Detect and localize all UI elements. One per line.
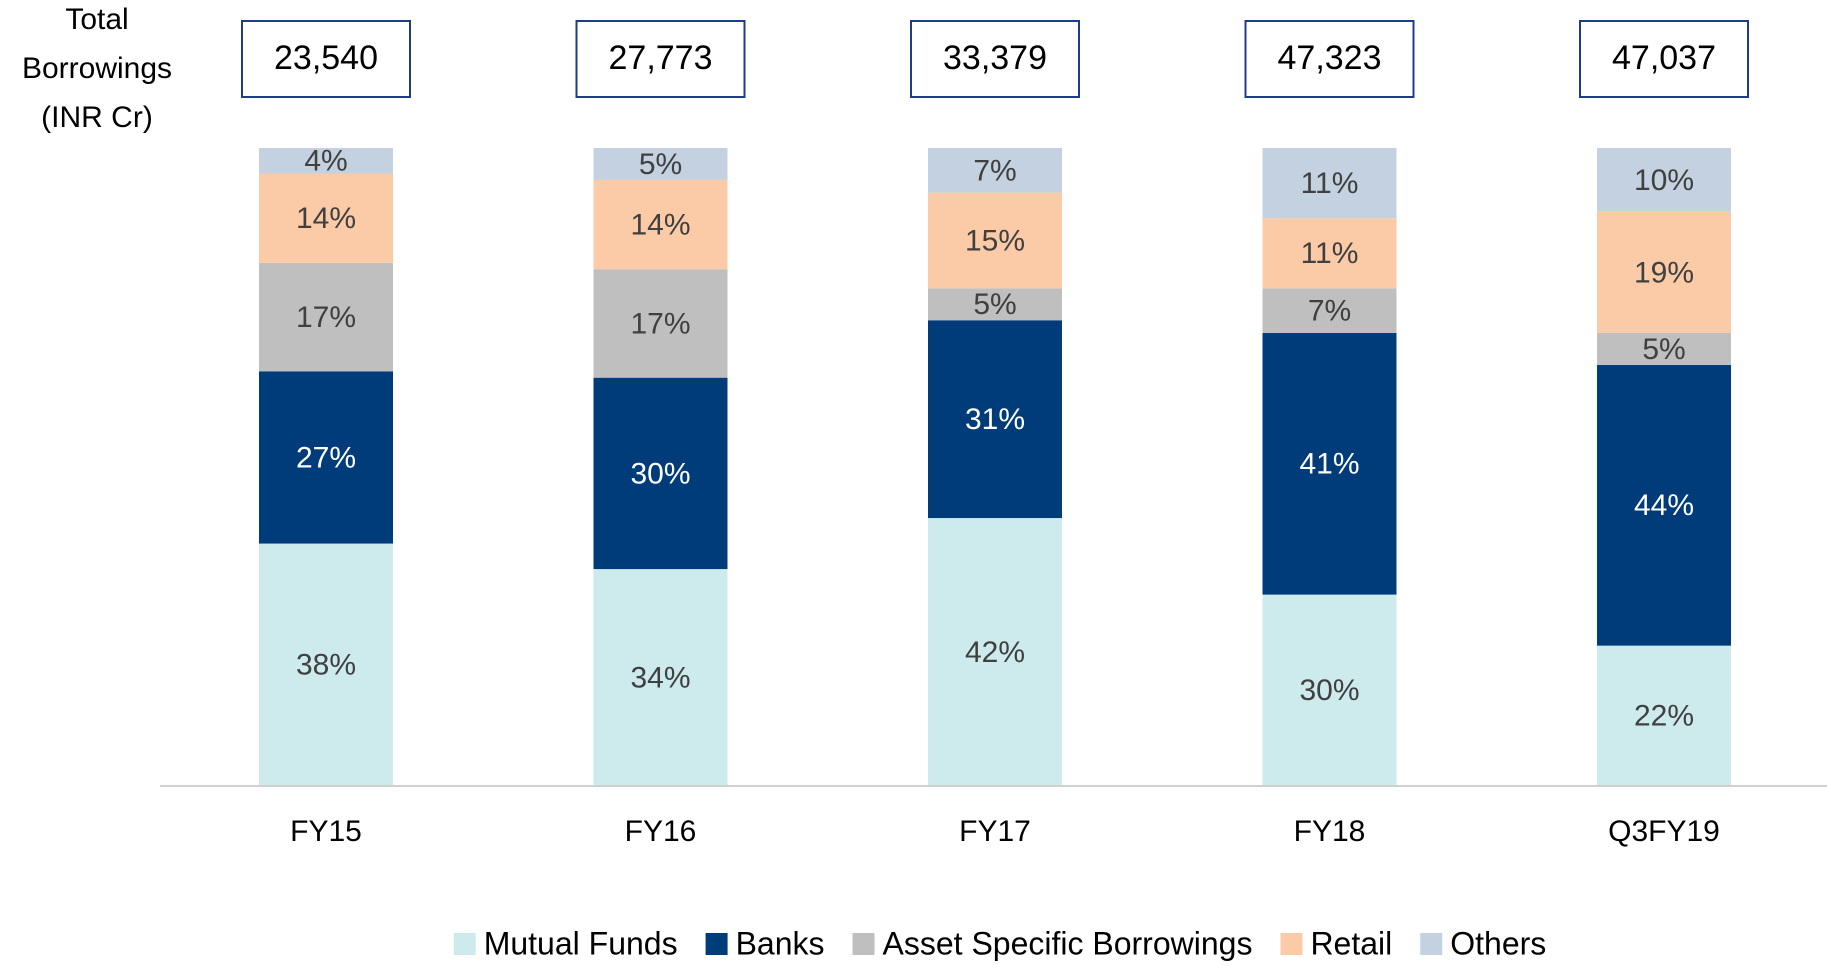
bar-segment	[259, 371, 393, 544]
data-label: 5%	[1642, 333, 1685, 366]
bar-segment	[259, 173, 393, 263]
data-label: 42%	[965, 636, 1025, 669]
data-label: 15%	[965, 224, 1025, 257]
x-tick-label: FY15	[290, 815, 362, 848]
bar-segment	[593, 179, 728, 270]
total-label: 47,323	[1278, 39, 1382, 77]
bar-segment	[1262, 218, 1397, 289]
legend-swatch	[453, 933, 476, 955]
title-line: Total	[65, 3, 128, 36]
bar-segment	[1262, 594, 1397, 786]
bar-segment	[1262, 333, 1397, 595]
bar-segment	[928, 518, 1062, 786]
total-box	[910, 20, 1080, 98]
data-label: 5%	[973, 288, 1016, 321]
title-line: Borrowings	[22, 52, 172, 85]
data-label: 17%	[630, 307, 690, 340]
data-label: 10%	[1634, 164, 1694, 197]
legend-label: Banks	[736, 925, 825, 961]
data-label: 27%	[296, 441, 356, 474]
data-label: 4%	[304, 145, 347, 178]
bar-segment	[928, 320, 1062, 519]
bar-segment	[593, 148, 728, 180]
bar-segment	[259, 262, 393, 372]
title-line: (INR Cr)	[41, 101, 153, 134]
total-label: 47,037	[1612, 39, 1716, 77]
data-label: 7%	[973, 154, 1016, 187]
bar-segment	[928, 288, 1062, 321]
total-label: 27,773	[609, 39, 713, 77]
data-label: 30%	[630, 457, 690, 490]
data-label: 14%	[296, 202, 356, 235]
data-label: 41%	[1299, 448, 1359, 481]
data-label: 17%	[296, 301, 356, 334]
bar-segment	[259, 543, 393, 786]
data-label: 5%	[639, 148, 682, 181]
bar-segment	[1597, 364, 1731, 646]
total-label: 23,540	[274, 39, 378, 77]
data-label: 31%	[965, 403, 1025, 436]
data-label: 7%	[1308, 295, 1351, 328]
bar-segment	[593, 269, 728, 378]
legend-swatch	[1280, 933, 1303, 955]
data-label: 38%	[296, 649, 356, 682]
legend-swatch	[1420, 933, 1443, 955]
total-box	[241, 20, 411, 98]
bar-segment	[1262, 148, 1397, 219]
total-box	[1244, 20, 1415, 98]
bar-segment	[1262, 288, 1397, 334]
legend-label: Others	[1450, 925, 1546, 961]
x-tick-label: Q3FY19	[1608, 815, 1720, 848]
bar-segment	[593, 569, 728, 786]
data-label: 19%	[1634, 256, 1694, 289]
bar-segment	[1597, 645, 1731, 786]
bar-segment	[1597, 211, 1731, 334]
x-tick-label: FY16	[625, 815, 697, 848]
bar-segment	[593, 377, 728, 570]
x-tick-label: FY17	[959, 815, 1031, 848]
legend-swatch	[705, 933, 728, 955]
total-label: 33,379	[943, 39, 1047, 77]
total-box	[575, 20, 746, 98]
bar-segment	[928, 148, 1062, 193]
legend-label: Retail	[1310, 925, 1392, 961]
data-label: 11%	[1301, 167, 1359, 200]
data-label: 11%	[1301, 237, 1359, 270]
bar-segment	[259, 148, 393, 174]
x-tick-label: FY18	[1294, 815, 1366, 848]
data-label: 22%	[1634, 700, 1694, 733]
bar-segment	[1597, 333, 1731, 365]
bar-segment	[1597, 148, 1731, 212]
data-label: 34%	[630, 661, 690, 694]
bar-segment	[928, 192, 1062, 289]
data-label: 14%	[630, 208, 690, 241]
legend-label: Asset Specific Borrowings	[883, 925, 1253, 961]
data-label: 44%	[1634, 489, 1694, 522]
total-box	[1579, 20, 1749, 98]
data-label: 30%	[1299, 674, 1359, 707]
legend-swatch	[852, 933, 875, 955]
legend-label: Mutual Funds	[484, 925, 678, 961]
